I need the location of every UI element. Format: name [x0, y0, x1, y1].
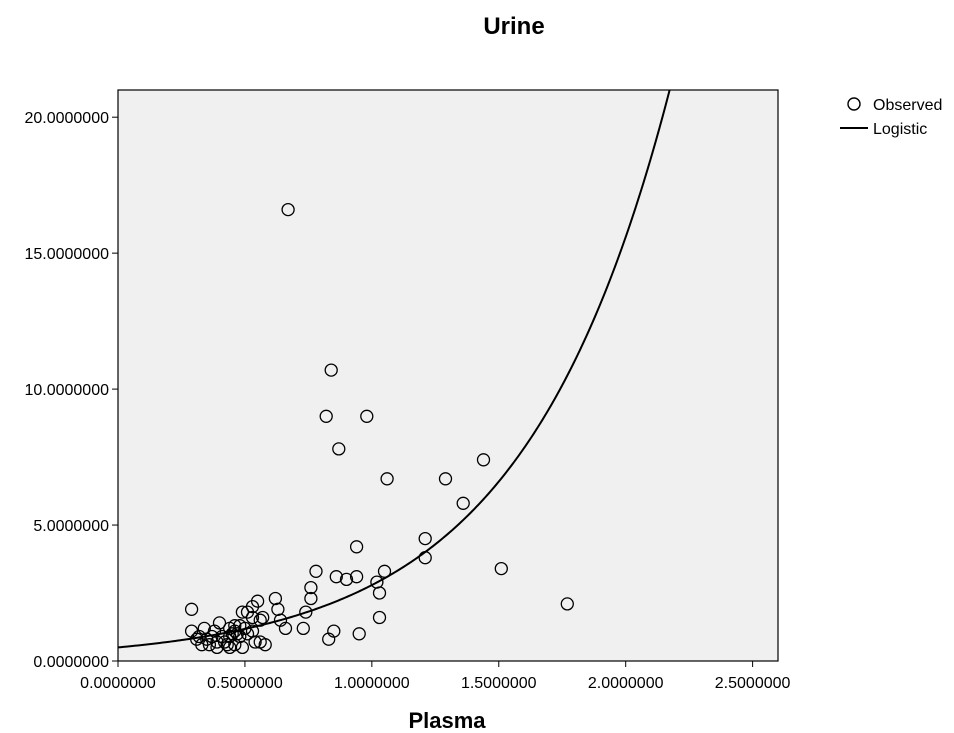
- logistic-curve: [118, 90, 671, 649]
- legend-observed-marker: [847, 97, 861, 111]
- observed-point: [299, 605, 313, 619]
- x-tick-label: 1.5000000: [461, 675, 537, 692]
- observed-point: [349, 570, 364, 584]
- observed-point: [456, 496, 470, 510]
- observed-point: [380, 472, 394, 486]
- observed-point: [322, 632, 336, 646]
- plot-frame: [117, 89, 779, 662]
- observed-point: [195, 638, 209, 652]
- observed-point: [210, 635, 224, 649]
- observed-point: [184, 602, 199, 616]
- observed-point: [494, 561, 508, 576]
- y-tick-label: 5.0000000: [33, 518, 109, 535]
- observed-point: [329, 570, 343, 584]
- observed-point: [372, 586, 387, 600]
- chart-title: Urine: [483, 13, 544, 40]
- plot-area: [118, 90, 778, 661]
- observed-point: [304, 591, 318, 606]
- observed-point: [235, 605, 250, 619]
- observed-point: [349, 540, 364, 554]
- observed-point: [220, 638, 234, 652]
- y-tick-label: 10.0000000: [24, 382, 109, 399]
- x-tick-label: 0.5000000: [207, 675, 283, 692]
- observed-point: [476, 453, 491, 467]
- observed-point: [319, 409, 333, 423]
- y-axis: 0.0000000 5.0000000 10.0000000 15.0000000 20…: [24, 110, 118, 671]
- legend: Observed Logistic: [840, 97, 942, 138]
- observed-point: [296, 621, 310, 636]
- observed-point: [324, 363, 338, 377]
- observed-point: [202, 638, 217, 652]
- observed-point: [281, 202, 295, 217]
- observed-point: [372, 610, 387, 625]
- y-tick-label: 0.0000000: [33, 654, 109, 671]
- observed-point: [210, 640, 224, 655]
- x-tick-label: 2.0000000: [588, 675, 664, 692]
- x-tick-label: 2.5000000: [715, 675, 791, 692]
- observed-point: [332, 442, 346, 456]
- observed-point: [304, 580, 318, 595]
- legend-logistic-label: Logistic: [873, 121, 927, 138]
- observed-point: [339, 572, 354, 587]
- observed-point: [253, 635, 267, 649]
- observed-point: [278, 621, 293, 636]
- x-axis: 0.0000000 0.5000000 1.0000000 1.5000000 2.00…: [80, 661, 791, 692]
- observed-point: [360, 409, 374, 423]
- observed-point: [309, 564, 323, 578]
- x-tick-label: 1.0000000: [334, 675, 410, 692]
- legend-observed-label: Observed: [873, 97, 942, 114]
- observed-point: [560, 597, 574, 611]
- x-axis-label: Plasma: [408, 708, 486, 733]
- y-tick-label: 15.0000000: [24, 246, 109, 263]
- observed-point: [235, 640, 250, 655]
- plot-content: [118, 90, 671, 655]
- x-tick-label: 0.0000000: [80, 675, 156, 692]
- observed-point: [418, 531, 432, 546]
- observed-point: [352, 627, 366, 641]
- observed-point: [248, 635, 262, 649]
- observed-point: [256, 610, 270, 625]
- observed-point: [245, 610, 260, 625]
- y-tick-label: 20.0000000: [24, 110, 109, 127]
- observed-point: [438, 472, 453, 486]
- observed-point: [223, 640, 237, 655]
